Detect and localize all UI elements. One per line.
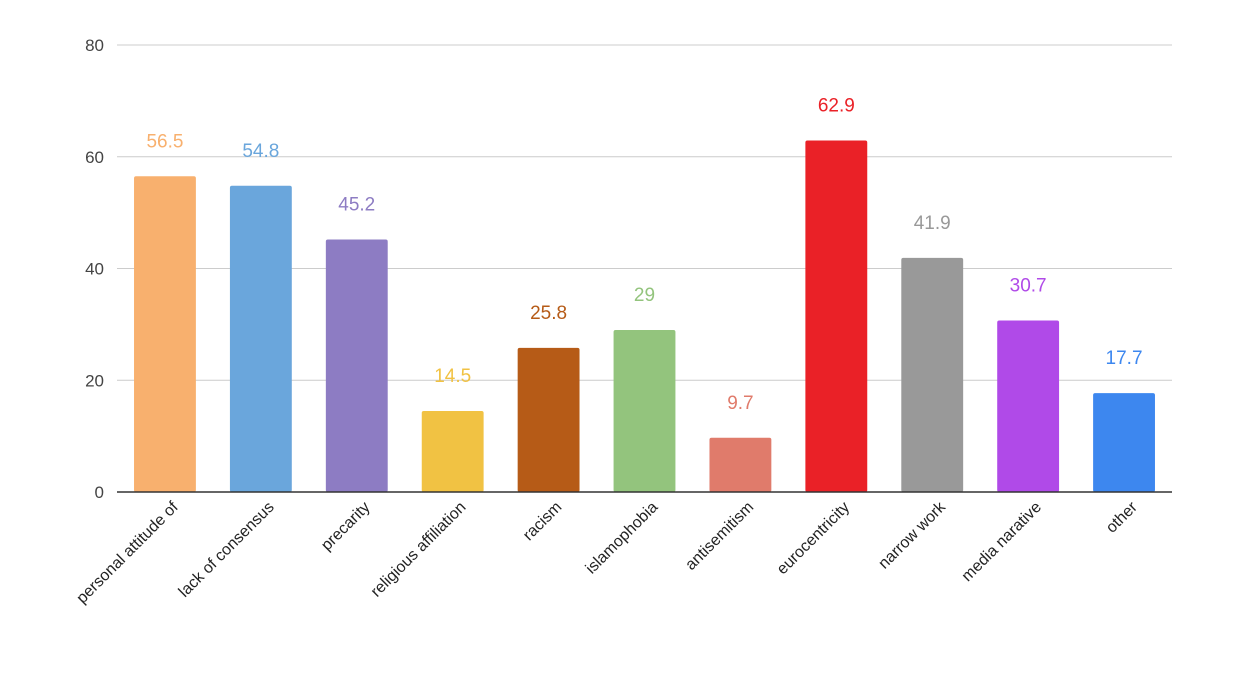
bar bbox=[997, 320, 1060, 492]
x-tick-label: other bbox=[1103, 498, 1141, 536]
bar bbox=[613, 329, 676, 492]
y-tick-label: 0 bbox=[95, 483, 104, 502]
y-tick-label: 20 bbox=[85, 371, 104, 390]
bar bbox=[1093, 393, 1155, 492]
data-label: 17.7 bbox=[1106, 348, 1143, 369]
y-axis-ticks: 0 20 40 60 80 bbox=[85, 36, 104, 502]
data-labels: 56.5 54.8 45.2 14.5 25.8 29 9.7 62.9 41.9 30.7 17.… bbox=[146, 96, 1142, 414]
x-tick-label: eurocentricity bbox=[774, 499, 853, 578]
data-label: 9.7 bbox=[727, 393, 753, 414]
x-tick-label: media narative bbox=[959, 499, 1045, 585]
y-tick-label: 60 bbox=[85, 148, 104, 167]
x-tick-label: antisemitism bbox=[682, 499, 757, 574]
bar bbox=[134, 176, 196, 492]
x-tick-label: religious affiliation bbox=[368, 499, 470, 601]
x-tick-label: islamophobia bbox=[583, 499, 662, 578]
data-label: 45.2 bbox=[338, 194, 375, 215]
bar bbox=[709, 437, 772, 492]
data-label: 41.9 bbox=[914, 213, 951, 234]
bar bbox=[517, 347, 580, 492]
x-tick-label: lack of consensus bbox=[176, 499, 278, 601]
bar bbox=[901, 257, 964, 492]
y-tick-label: 80 bbox=[85, 36, 104, 55]
x-tick-label: personal attitude of bbox=[74, 498, 183, 607]
bar bbox=[325, 239, 388, 492]
data-label: 14.5 bbox=[434, 366, 471, 387]
x-tick-label: precarity bbox=[318, 499, 373, 554]
x-tick-label: narrow work bbox=[875, 498, 949, 572]
bar bbox=[805, 140, 868, 492]
data-label: 62.9 bbox=[818, 96, 855, 117]
data-label: 56.5 bbox=[146, 131, 183, 152]
data-label: 54.8 bbox=[242, 141, 279, 162]
data-label: 29 bbox=[634, 285, 655, 306]
data-label: 25.8 bbox=[530, 303, 567, 324]
bar bbox=[229, 185, 292, 492]
bar bbox=[421, 410, 484, 492]
data-label: 30.7 bbox=[1010, 275, 1047, 296]
bars bbox=[134, 140, 1155, 492]
y-tick-label: 40 bbox=[85, 260, 104, 279]
x-tick-label: racism bbox=[520, 499, 565, 544]
